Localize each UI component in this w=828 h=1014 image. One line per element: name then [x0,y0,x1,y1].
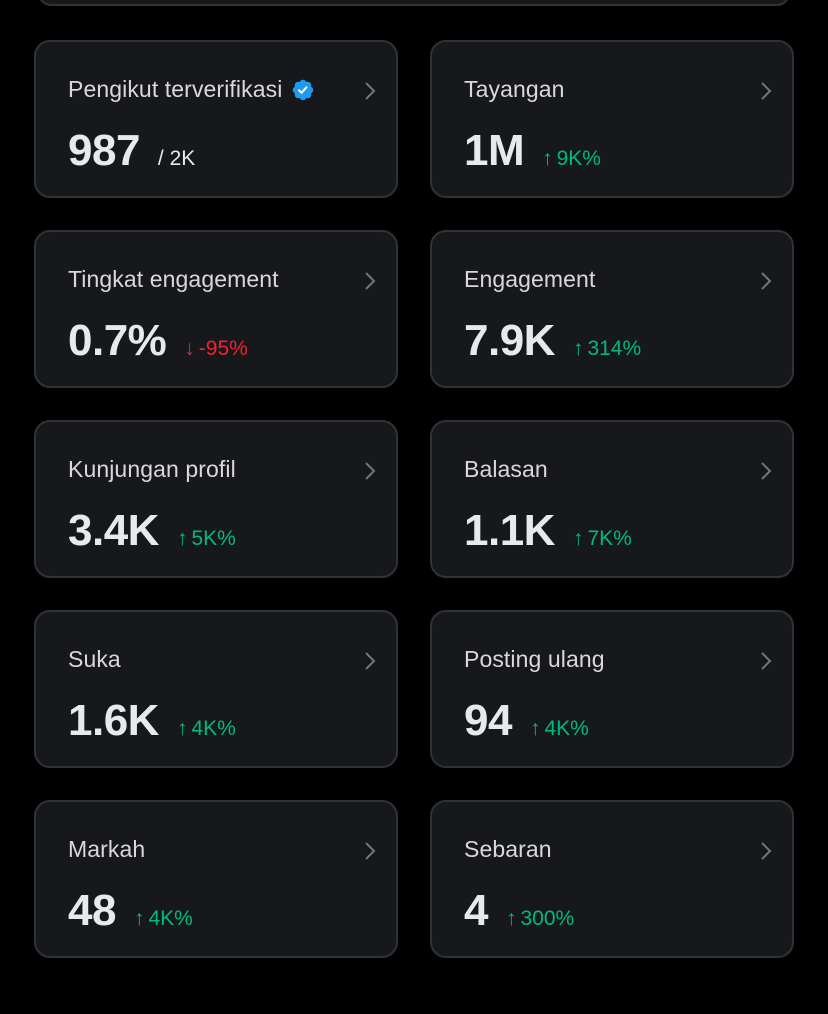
metric-value: 7.9K [464,316,555,365]
metric-label: Pengikut terverifikasi [68,76,283,102]
metric-label: Kunjungan profil [68,456,236,482]
metric-label: Tingkat engagement [68,266,279,292]
chevron-right-icon [761,842,772,860]
metric-card-engagement-rate[interactable]: Tingkat engagement 0.7% ↓ -95% [34,230,398,388]
arrow-up-icon: ↑ [505,907,517,930]
arrow-up-icon: ↑ [572,337,584,360]
metric-change-value: 9K% [556,147,601,170]
metric-change: ↑ 9K% [542,147,601,171]
chevron-right-icon [365,272,376,290]
metric-value-row: 1M ↑ 9K% [464,126,601,176]
metric-card-shares[interactable]: Sebaran 4 ↑ 300% [430,800,794,958]
arrow-down-icon: ↓ [184,337,195,360]
metric-value-row: 1.1K ↑ 7K% [464,506,632,556]
metric-label: Engagement [464,266,596,292]
metric-change: ↑ 5K% [177,527,236,551]
metric-value-row: 94 ↑ 4K% [464,696,589,746]
chevron-right-icon [761,652,772,670]
metric-card-impressions[interactable]: Tayangan 1M ↑ 9K% [430,40,794,198]
arrow-up-icon: ↑ [133,907,145,930]
chevron-right-icon [761,462,772,480]
metric-label: Markah [68,836,146,862]
metric-label: Tayangan [464,76,565,102]
metric-change: ↑ 4K% [134,907,193,931]
chevron-right-icon [365,82,376,100]
metric-label: Suka [68,646,121,672]
metric-card-engagements[interactable]: Engagement 7.9K ↑ 314% [430,230,794,388]
metric-change-value: 7K% [587,527,632,550]
metric-label: Posting ulang [464,646,605,672]
metric-change: ↑ 300% [506,907,574,931]
metric-card-likes[interactable]: Suka 1.6K ↑ 4K% [34,610,398,768]
metric-label: Sebaran [464,836,552,862]
metric-card-verified-followers[interactable]: Pengikut terverifikasi 987 / 2K [34,40,398,198]
metric-value-row: 1.6K ↑ 4K% [68,696,236,746]
metric-change-value: 5K% [191,527,236,550]
arrow-up-icon: ↑ [529,717,541,740]
metric-change-value: 300% [520,907,575,930]
metric-change-value: -95% [198,337,248,360]
metric-change-value: 4K% [148,907,193,930]
metric-value: 987 [68,126,140,175]
metric-value: 94 [464,696,512,745]
metric-label: Balasan [464,456,548,482]
metric-value-row: 0.7% ↓ -95% [68,316,248,366]
metric-value-row: 48 ↑ 4K% [68,886,193,936]
metric-card-reposts[interactable]: Posting ulang 94 ↑ 4K% [430,610,794,768]
metric-card-bookmarks[interactable]: Markah 48 ↑ 4K% [34,800,398,958]
metric-total: / 2K [157,147,196,170]
metric-card-profile-visits[interactable]: Kunjungan profil 3.4K ↑ 5K% [34,420,398,578]
arrow-up-icon: ↑ [542,147,553,170]
metric-change-value: 4K% [544,717,589,740]
chevron-right-icon [365,462,376,480]
metric-change: ↑ 7K% [573,527,632,551]
metric-value: 1.1K [464,506,555,555]
metric-value-row: 4 ↑ 300% [464,886,574,936]
metric-change-value: 4K% [191,717,236,740]
metric-value: 3.4K [68,506,159,555]
metric-value: 1M [464,126,525,175]
verified-badge-icon [293,79,314,100]
metric-value-row: 987 / 2K [68,126,195,176]
metric-value: 48 [68,886,116,935]
arrow-up-icon: ↑ [176,717,188,740]
metric-value: 4 [464,886,488,935]
metric-change: ↑ 4K% [530,717,589,741]
chevron-right-icon [365,842,376,860]
metric-value-row: 3.4K ↑ 5K% [68,506,236,556]
chevron-right-icon [365,652,376,670]
metric-value: 0.7% [68,316,167,365]
metric-change: ↑ 314% [573,337,641,361]
arrow-up-icon: ↑ [176,527,188,550]
metric-card-replies[interactable]: Balasan 1.1K ↑ 7K% [430,420,794,578]
metric-label-wrap: Pengikut terverifikasi [68,76,315,103]
metric-value: 1.6K [68,696,159,745]
metric-value-row: 7.9K ↑ 314% [464,316,641,366]
chevron-right-icon [761,82,772,100]
metric-change: ↑ 4K% [177,717,236,741]
arrow-up-icon: ↑ [572,527,584,550]
chevron-right-icon [761,272,772,290]
metric-change-value: 314% [587,337,642,360]
metric-change: ↓ -95% [184,337,248,361]
previous-card-edge [38,0,790,6]
